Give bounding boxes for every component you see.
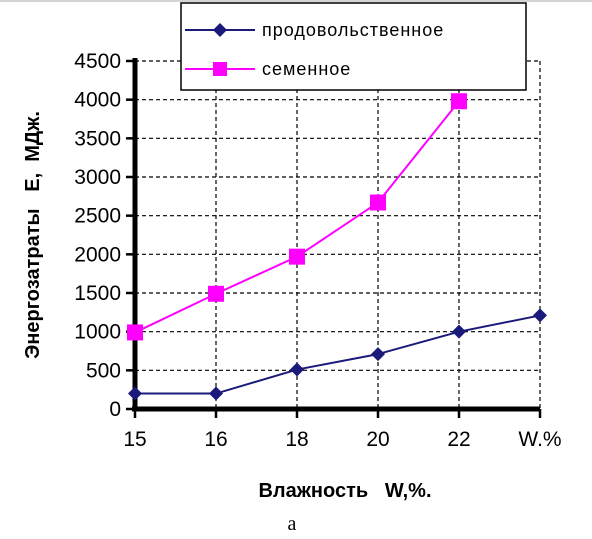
y-tick-label: 1000 — [74, 321, 121, 344]
data-point-diamond — [452, 324, 466, 339]
y-tick-label: 0 — [109, 398, 121, 421]
y-axis-title: Энергозатраты Е, МДж. — [22, 111, 44, 359]
axes — [126, 58, 542, 418]
data-point-square — [289, 248, 305, 265]
figure-caption: а — [288, 513, 297, 535]
legend: продовольственное семенное — [180, 2, 527, 91]
y-tick-label: 1500 — [74, 282, 121, 305]
x-axis-title: Влажность W,%. — [258, 480, 431, 502]
data-point-square — [451, 93, 467, 110]
y-tick-label: 4500 — [74, 50, 121, 73]
legend-label-0: продовольственное — [262, 20, 444, 40]
y-tick-label: 3000 — [74, 166, 121, 189]
data-point-square — [370, 194, 386, 211]
x-tick-label: 15 — [123, 428, 146, 451]
x-tick-labels: 15 16 18 20 22 W.% — [123, 428, 561, 451]
data-point-diamond — [371, 347, 385, 362]
legend-marker-0 — [213, 23, 227, 37]
legend-box — [180, 2, 527, 91]
data-point-diamond — [128, 386, 142, 401]
data-point-diamond — [533, 308, 547, 323]
x-tick-label: 22 — [447, 428, 470, 451]
x-tick-label: W.% — [518, 428, 561, 451]
series-line-0 — [135, 314, 541, 395]
data-point-square — [127, 324, 143, 341]
data-point-square — [208, 285, 224, 302]
data-point-diamond — [209, 386, 223, 401]
x-tick-label: 18 — [285, 428, 308, 451]
legend-marker-1 — [213, 62, 227, 76]
legend-label-1: семенное — [262, 59, 351, 79]
y-tick-label: 2500 — [74, 205, 121, 228]
y-tick-label: 4000 — [74, 89, 121, 112]
y-tick-label: 3500 — [74, 127, 121, 150]
gridlines — [135, 60, 541, 409]
x-tick-label: 20 — [366, 428, 389, 451]
y-tick-labels: 0 500 1000 1500 2000 2500 3000 3500 4000 4500 — [74, 50, 121, 421]
y-tick-label: 2000 — [74, 243, 121, 266]
y-tick-label: 500 — [86, 359, 121, 382]
data-point-diamond — [290, 362, 304, 377]
x-tick-label: 16 — [204, 428, 227, 451]
series-group — [127, 93, 547, 401]
